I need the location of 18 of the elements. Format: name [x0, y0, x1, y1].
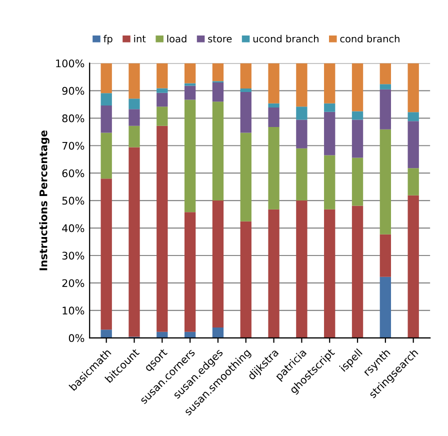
legend-label: int [134, 34, 146, 42]
legend-label: ucond branch [253, 34, 318, 42]
y-tick-label: 20% [62, 279, 84, 288]
y-tick-label: 60% [62, 169, 84, 178]
y-tick-label: 90% [62, 86, 84, 95]
y-tick-label: 100% [56, 59, 84, 68]
y-axis-title: Instructions Percentage [39, 130, 50, 270]
legend-label: store [208, 35, 232, 42]
y-tick-label: 10% [62, 306, 84, 315]
y-tick-label: 40% [62, 224, 84, 232]
y-tick-label: 80% [62, 114, 84, 122]
legend-label: cond branch [340, 34, 400, 42]
y-tick-label: 0% [68, 334, 84, 342]
y-tick-label: 50% [62, 196, 84, 205]
legend-label: load [167, 34, 186, 42]
y-tick-label: 70% [62, 142, 84, 150]
y-tick-label: 30% [62, 252, 84, 260]
legend-label: fp [104, 34, 112, 44]
